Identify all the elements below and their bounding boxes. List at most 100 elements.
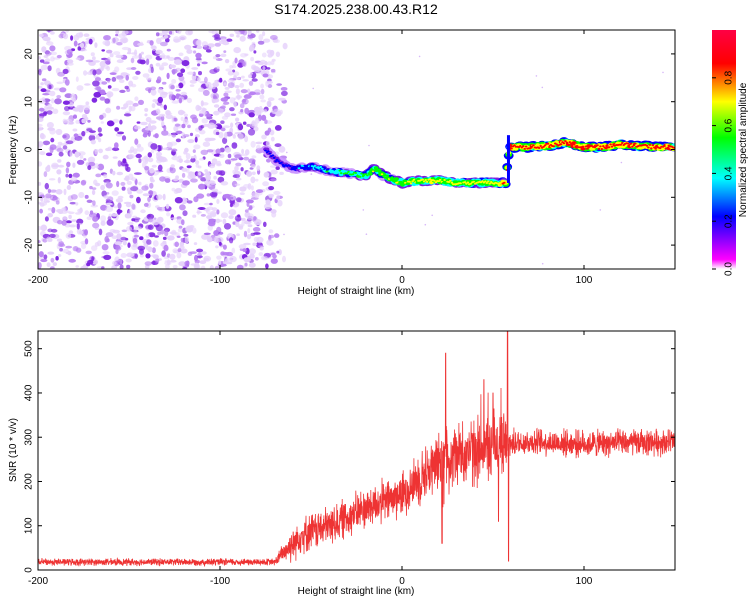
noise-blob [66, 161, 71, 168]
tone-segment [631, 145, 634, 148]
noise-blob [156, 194, 163, 200]
x-tick-label: -200 [28, 576, 48, 587]
noise-blob [48, 84, 52, 90]
tone-segment [275, 158, 279, 161]
tone-segment [487, 180, 490, 183]
noise-blob [109, 229, 116, 233]
noise-blob [236, 173, 240, 179]
noise-blob [83, 33, 90, 37]
noise-blob [250, 140, 256, 148]
noise-blob [173, 59, 182, 65]
tone-segment [548, 146, 551, 149]
noise-blob [255, 178, 259, 182]
noise-blob [187, 139, 195, 144]
tone-segment [539, 145, 542, 147]
noise-blob [250, 56, 255, 62]
noise-blob [197, 165, 202, 169]
noise-blob [162, 240, 167, 245]
noise-blob [250, 176, 256, 184]
noise-blob [88, 161, 96, 167]
noise-blob [208, 137, 216, 141]
noise-blob [178, 225, 183, 229]
noise-blob [266, 67, 271, 70]
noise-blob [145, 77, 152, 81]
noise-blob [233, 101, 237, 108]
noise-blob [260, 59, 266, 65]
noise-blob [42, 36, 51, 42]
noise-blob [181, 172, 186, 178]
noise-blob [125, 100, 134, 105]
noise-blob [202, 89, 210, 96]
noise-blob [38, 127, 44, 131]
noise-blob [48, 178, 56, 181]
noise-blob [136, 143, 142, 148]
noise-blob [137, 42, 144, 46]
tone-segment [366, 174, 369, 177]
noise-blob [228, 196, 234, 200]
noise-blob [240, 89, 248, 94]
noise-blob [115, 54, 124, 59]
noise-blob [174, 123, 181, 127]
noise-blob [120, 253, 127, 258]
tone-segment [583, 148, 586, 150]
noise-blob [268, 229, 274, 234]
noise-blob [87, 119, 91, 123]
noise-blob [265, 70, 270, 75]
noise-blob [111, 190, 119, 196]
noise-blob [224, 59, 230, 64]
tone-segment [272, 156, 276, 159]
noise-blob [209, 202, 213, 206]
noise-blob [242, 248, 247, 253]
noise-blob [42, 97, 45, 101]
noise-blob [216, 209, 220, 215]
noise-blob [243, 156, 250, 161]
noise-blob [278, 249, 282, 256]
noise-blob [209, 210, 217, 217]
noise-blob [120, 181, 126, 186]
noise-blob [273, 190, 281, 195]
noise-blob [103, 195, 109, 199]
noise-blob [94, 86, 102, 91]
noise-blob [238, 244, 247, 250]
noise-blob [247, 109, 256, 113]
noise-blob [161, 30, 169, 35]
noise-blob [142, 193, 150, 197]
tone-segment [530, 145, 534, 148]
noise-blob [81, 114, 88, 119]
noise-blob [141, 185, 149, 191]
noise-blob [235, 162, 242, 167]
noise-blob [261, 52, 267, 58]
noise-blob [73, 114, 77, 119]
noise-blob [270, 35, 278, 40]
noise-blob [116, 233, 122, 240]
noise-blob [160, 41, 168, 47]
noise-blob [103, 173, 108, 178]
tone-segment [450, 181, 454, 184]
noise-blob [195, 160, 200, 165]
noise-blob [249, 72, 254, 75]
noise-blob [55, 200, 60, 205]
tone-segment [564, 140, 567, 143]
noise-blob [207, 237, 213, 243]
noise-blob [213, 175, 217, 180]
noise-blob [154, 235, 159, 238]
x-tick-label: -200 [28, 275, 48, 286]
noise-blob [84, 229, 88, 236]
noise-blob [424, 223, 427, 226]
noise-blob [198, 129, 206, 135]
noise-blob [92, 216, 99, 222]
noise-blob [259, 94, 265, 100]
noise-blob [45, 166, 51, 172]
noise-blob [147, 130, 151, 137]
noise-blob [234, 165, 239, 172]
noise-blob [138, 181, 142, 186]
noise-blob [147, 224, 154, 230]
noise-blob [138, 53, 142, 60]
noise-blob [100, 65, 104, 72]
noise-blob [246, 170, 253, 177]
noise-blob [148, 232, 156, 238]
noise-blob [38, 240, 41, 244]
noise-blob [134, 96, 139, 101]
noise-blob [57, 71, 65, 77]
tone-segment [599, 145, 602, 148]
